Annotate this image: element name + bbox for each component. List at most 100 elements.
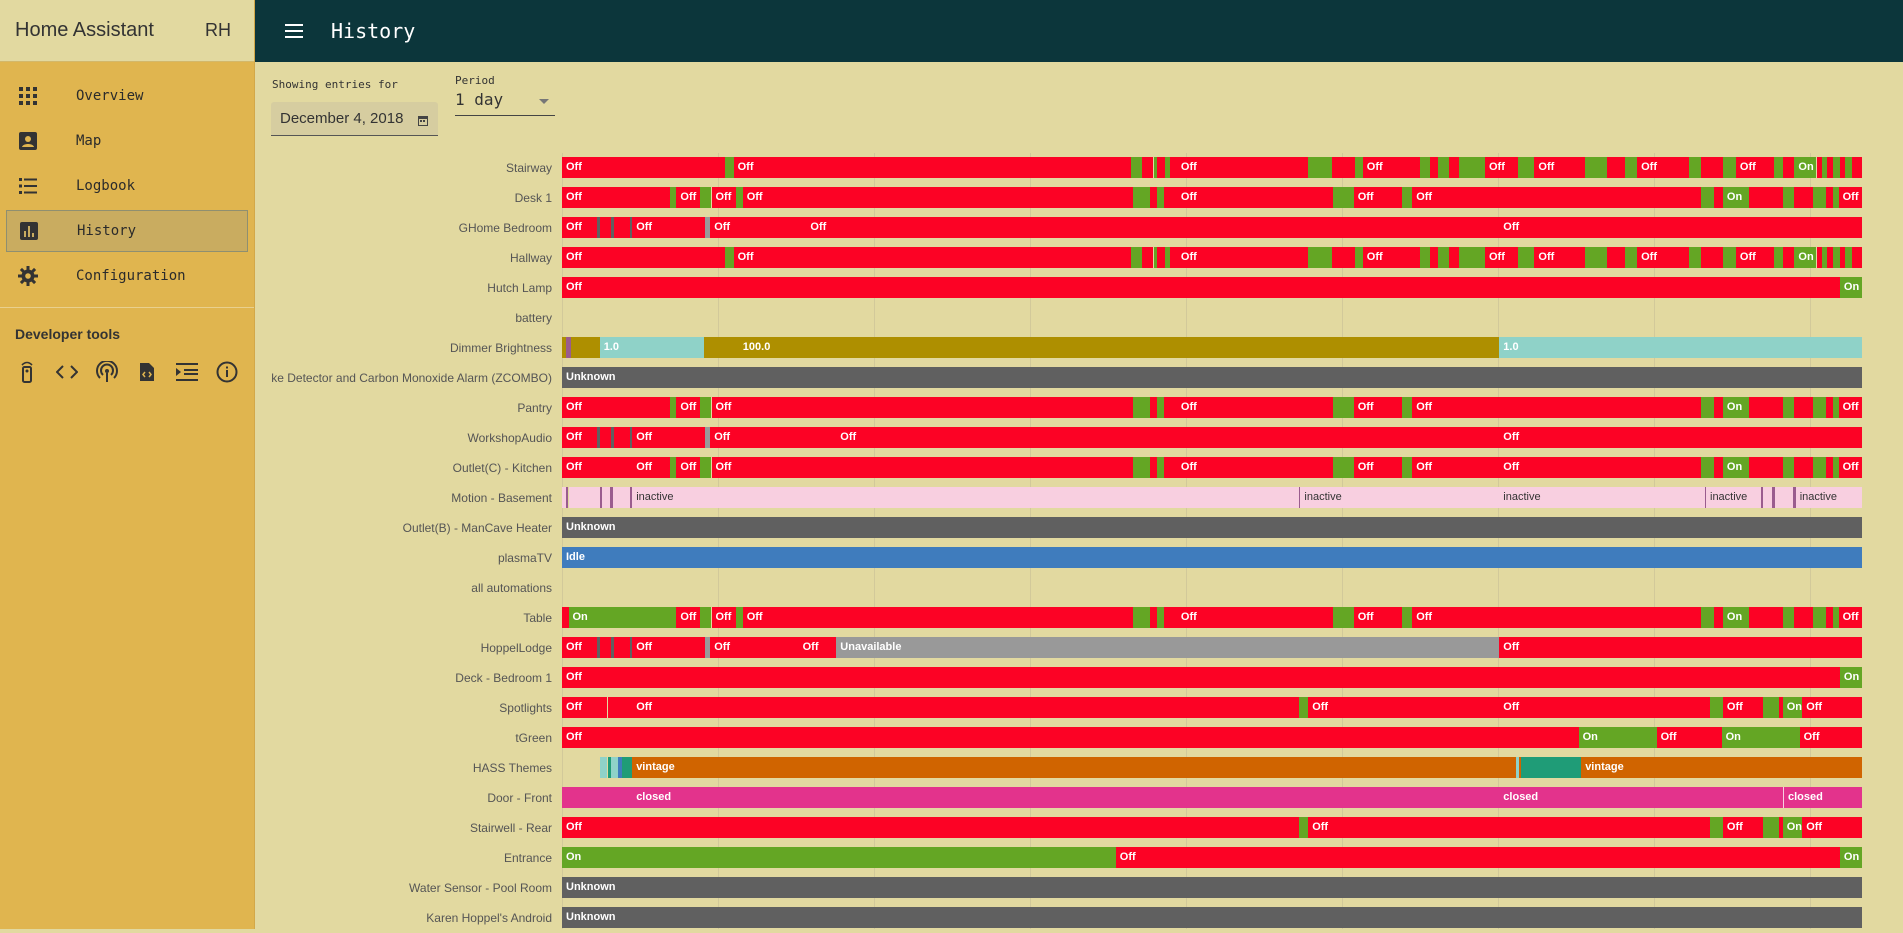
state-segment[interactable]: 100.0 <box>738 337 1500 358</box>
date-picker-input[interactable]: December 4, 2018 <box>271 102 438 136</box>
state-segment[interactable] <box>1430 247 1439 268</box>
state-segment[interactable] <box>1132 457 1150 478</box>
state-segment[interactable]: On <box>1722 397 1749 418</box>
state-segment[interactable]: Off <box>632 457 670 478</box>
state-segment[interactable]: Off <box>562 397 670 418</box>
state-segment[interactable] <box>1299 697 1309 718</box>
state-segment[interactable] <box>1332 187 1354 208</box>
state-segment[interactable]: Off <box>1353 187 1398 208</box>
state-segment[interactable]: Off <box>1176 247 1309 268</box>
state-bar[interactable]: Off Off Off Off Off <box>562 217 1862 238</box>
state-segment[interactable] <box>1132 187 1150 208</box>
state-segment[interactable] <box>1773 157 1783 178</box>
state-segment[interactable] <box>565 337 572 358</box>
state-segment[interactable] <box>1401 397 1413 418</box>
state-segment[interactable] <box>1332 457 1354 478</box>
state-segment[interactable] <box>562 787 633 808</box>
state-segment[interactable]: inactive <box>632 487 1300 508</box>
state-segment[interactable] <box>1700 457 1714 478</box>
state-segment[interactable]: On <box>1782 817 1803 838</box>
state-segment[interactable] <box>1713 187 1723 208</box>
state-segment[interactable] <box>736 187 743 208</box>
broadcast-icon[interactable] <box>95 360 118 384</box>
state-bar[interactable] <box>562 307 1862 328</box>
state-segment[interactable]: Off <box>562 187 670 208</box>
state-segment[interactable]: Off <box>1308 697 1500 718</box>
state-segment[interactable] <box>699 457 712 478</box>
state-segment[interactable] <box>699 187 712 208</box>
state-segment[interactable]: Off <box>1656 727 1718 748</box>
state-segment[interactable]: Off <box>1838 397 1862 418</box>
state-segment[interactable]: On <box>1839 667 1862 688</box>
state-segment[interactable] <box>1825 397 1834 418</box>
state-segment[interactable] <box>1607 157 1626 178</box>
state-segment[interactable]: inactive <box>1300 487 1500 508</box>
state-segment[interactable] <box>1607 247 1626 268</box>
state-segment[interactable] <box>1713 607 1723 628</box>
state-segment[interactable] <box>669 187 677 208</box>
state-segment[interactable] <box>1689 157 1701 178</box>
state-segment[interactable]: On <box>1722 187 1749 208</box>
state-segment[interactable] <box>1157 607 1164 628</box>
state-segment[interactable] <box>1833 457 1839 478</box>
state-segment[interactable] <box>611 427 614 448</box>
state-segment[interactable] <box>699 397 712 418</box>
state-segment[interactable] <box>610 487 613 508</box>
state-segment[interactable] <box>599 697 608 718</box>
state-segment[interactable] <box>1141 157 1154 178</box>
state-segment[interactable] <box>1782 187 1795 208</box>
state-segment[interactable]: Off <box>1499 457 1688 478</box>
state-segment[interactable] <box>1845 157 1852 178</box>
remote-icon[interactable] <box>15 360 38 384</box>
state-segment[interactable] <box>724 247 734 268</box>
state-segment[interactable]: closed <box>1784 787 1862 808</box>
sidebar-item-map[interactable]: Map <box>6 120 248 162</box>
state-segment[interactable]: Unknown <box>562 517 1862 538</box>
state-segment[interactable] <box>1782 397 1795 418</box>
state-segment[interactable] <box>1163 607 1177 628</box>
state-segment[interactable] <box>1794 397 1813 418</box>
state-segment[interactable] <box>1517 247 1535 268</box>
state-segment[interactable]: Off <box>1362 247 1420 268</box>
state-segment[interactable]: Off <box>1534 247 1586 268</box>
state-segment[interactable] <box>1448 157 1459 178</box>
state-segment[interactable] <box>599 217 612 238</box>
state-segment[interactable]: Off <box>1499 637 1862 658</box>
state-segment[interactable] <box>1687 187 1701 208</box>
state-segment[interactable]: Off <box>710 217 807 238</box>
state-segment[interactable]: Off <box>711 397 1133 418</box>
state-segment[interactable]: Off <box>562 247 725 268</box>
state-segment[interactable]: Off <box>1722 697 1764 718</box>
state-segment[interactable] <box>1521 757 1582 778</box>
state-segment[interactable] <box>1782 787 1784 808</box>
state-segment[interactable]: Off <box>1735 247 1774 268</box>
state-segment[interactable] <box>1713 397 1723 418</box>
state-segment[interactable]: Off <box>1735 157 1774 178</box>
state-segment[interactable] <box>1833 157 1840 178</box>
state-bar[interactable]: Off Off Off Off Unavailable Off <box>562 637 1862 658</box>
state-segment[interactable]: Off <box>562 697 600 718</box>
state-segment[interactable] <box>629 487 633 508</box>
state-segment[interactable] <box>1826 247 1834 268</box>
state-segment[interactable]: Unavailable <box>836 637 1500 658</box>
state-segment[interactable] <box>597 217 600 238</box>
state-segment[interactable] <box>1132 607 1150 628</box>
state-segment[interactable] <box>1299 817 1309 838</box>
state-segment[interactable]: Off <box>562 727 1579 748</box>
state-segment[interactable] <box>1687 397 1701 418</box>
state-segment[interactable]: Off <box>733 157 1132 178</box>
state-segment[interactable]: On <box>1578 727 1657 748</box>
state-segment[interactable]: vintage <box>632 757 1500 778</box>
state-segment[interactable]: Off <box>1838 457 1862 478</box>
state-segment[interactable] <box>1585 247 1608 268</box>
state-segment[interactable] <box>1763 817 1779 838</box>
file-code-icon[interactable] <box>136 360 159 384</box>
state-segment[interactable]: Off <box>632 427 705 448</box>
state-segment[interactable] <box>611 217 614 238</box>
state-segment[interactable] <box>1793 487 1796 508</box>
state-segment[interactable] <box>568 487 600 508</box>
state-segment[interactable]: On <box>1839 277 1862 298</box>
state-segment[interactable] <box>1763 487 1773 508</box>
state-segment[interactable] <box>611 637 614 658</box>
state-bar[interactable]: Off On <box>562 667 1862 688</box>
